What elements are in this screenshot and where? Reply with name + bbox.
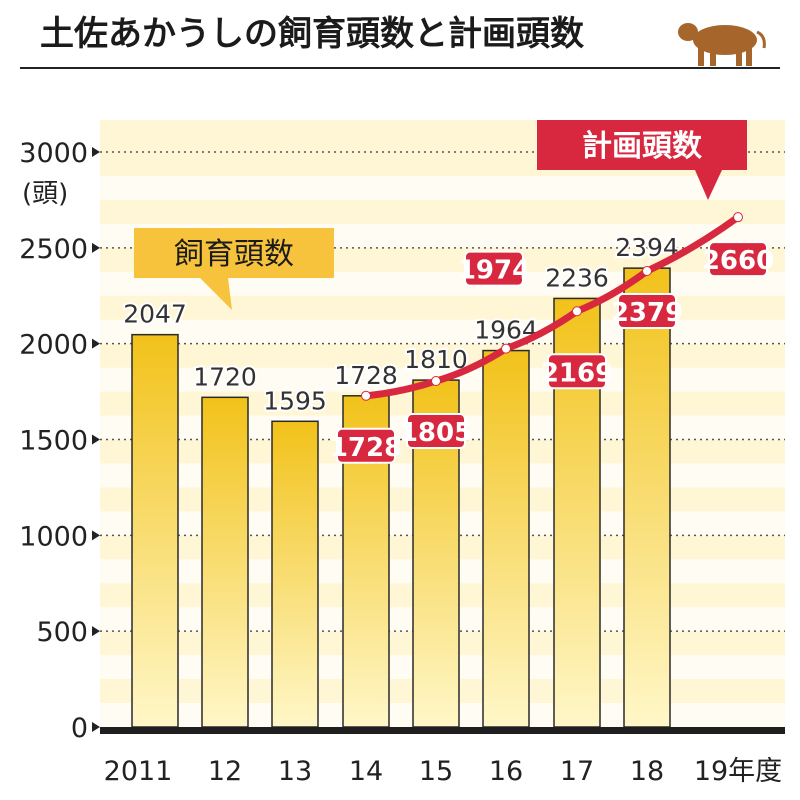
bar (482, 349, 530, 728)
legend-plan-box (537, 120, 747, 170)
y-tick-label: 3000 (19, 138, 88, 169)
x-tick-label: 2011 (104, 756, 173, 787)
plan-value-box (336, 427, 396, 464)
bar-value-label: 2394 (615, 233, 679, 262)
bar (131, 333, 179, 728)
bar-value-label: 1720 (193, 362, 257, 391)
cow-tail (756, 30, 766, 49)
legend-plan-label: 計画頭数 (582, 129, 703, 164)
plan-value-label: 1805 (400, 418, 472, 448)
plan-value-label: 2660 (702, 246, 774, 276)
legend-plan: 計画頭数 (537, 120, 747, 200)
plan-point (733, 212, 743, 223)
plan-value-label: 1728 (330, 433, 402, 463)
plan-point (642, 266, 652, 277)
y-tick-label: 1000 (19, 521, 88, 552)
x-tick-label: 18 (630, 756, 664, 787)
y-tick-marker (92, 626, 100, 637)
plot-stripe (100, 175, 785, 200)
y-tick-label: 2000 (19, 330, 88, 361)
y-tick-marker (92, 338, 100, 349)
bar (201, 396, 249, 728)
plan-value-label: 1974 (458, 256, 530, 286)
bar-value-label: 1595 (263, 386, 327, 415)
x-axis (100, 727, 785, 734)
cow-leg (746, 48, 752, 66)
x-tick-label: 15 (419, 756, 453, 787)
plan-value-box (406, 413, 466, 450)
legend-bars-box (134, 228, 334, 278)
bar-value-label: 1728 (334, 361, 398, 390)
cow-head (678, 23, 698, 41)
bar-value-label: 2236 (545, 263, 609, 292)
x-tick-label: 14 (349, 756, 383, 787)
cow-body (693, 25, 757, 55)
y-tick-marker (92, 147, 100, 157)
plot-stripe (100, 319, 785, 344)
plan-value-label: 2169 (541, 358, 613, 388)
x-tick-label: 13 (278, 756, 312, 787)
y-tick-marker (92, 242, 100, 253)
bar-value-label: 2047 (123, 300, 187, 329)
x-tick-label: 16 (489, 756, 523, 787)
plan-value-box (547, 353, 607, 390)
cow-icon (678, 23, 766, 66)
bar (623, 267, 671, 728)
legend-bars-pointer (200, 278, 232, 310)
y-axis-label: (頭) (22, 179, 68, 209)
plan-value-box (464, 250, 524, 287)
y-tick-marker (92, 434, 100, 445)
x-tick-label: 17 (560, 756, 594, 787)
plan-point (572, 306, 582, 317)
cow-leg (736, 48, 742, 66)
x-tick-label: 12 (208, 756, 242, 787)
y-tick-label: 2500 (19, 234, 88, 265)
x-tick-label: 19年度 (694, 756, 782, 787)
cow-leg (698, 48, 704, 66)
plan-value-box (617, 293, 677, 330)
y-tick-label: 1500 (19, 426, 88, 457)
y-tick-label: 0 (71, 713, 88, 744)
y-tick-label: 500 (36, 617, 88, 648)
plan-point (361, 390, 371, 401)
legend-plan-pointer (695, 170, 722, 200)
legend-bars: 飼育頭数 (134, 228, 334, 310)
plan-value-box (708, 241, 768, 278)
y-tick-marker (92, 530, 100, 541)
page-title: 土佐あかうしの飼育頭数と計画頭数 (40, 14, 584, 54)
cow-leg (710, 48, 716, 66)
plan-value-label: 2379 (611, 298, 683, 328)
legend-bars-label: 飼育頭数 (174, 237, 294, 272)
bar (271, 420, 319, 728)
plan-point (431, 376, 441, 387)
plan-point (501, 343, 511, 354)
y-tick-marker (92, 722, 100, 732)
